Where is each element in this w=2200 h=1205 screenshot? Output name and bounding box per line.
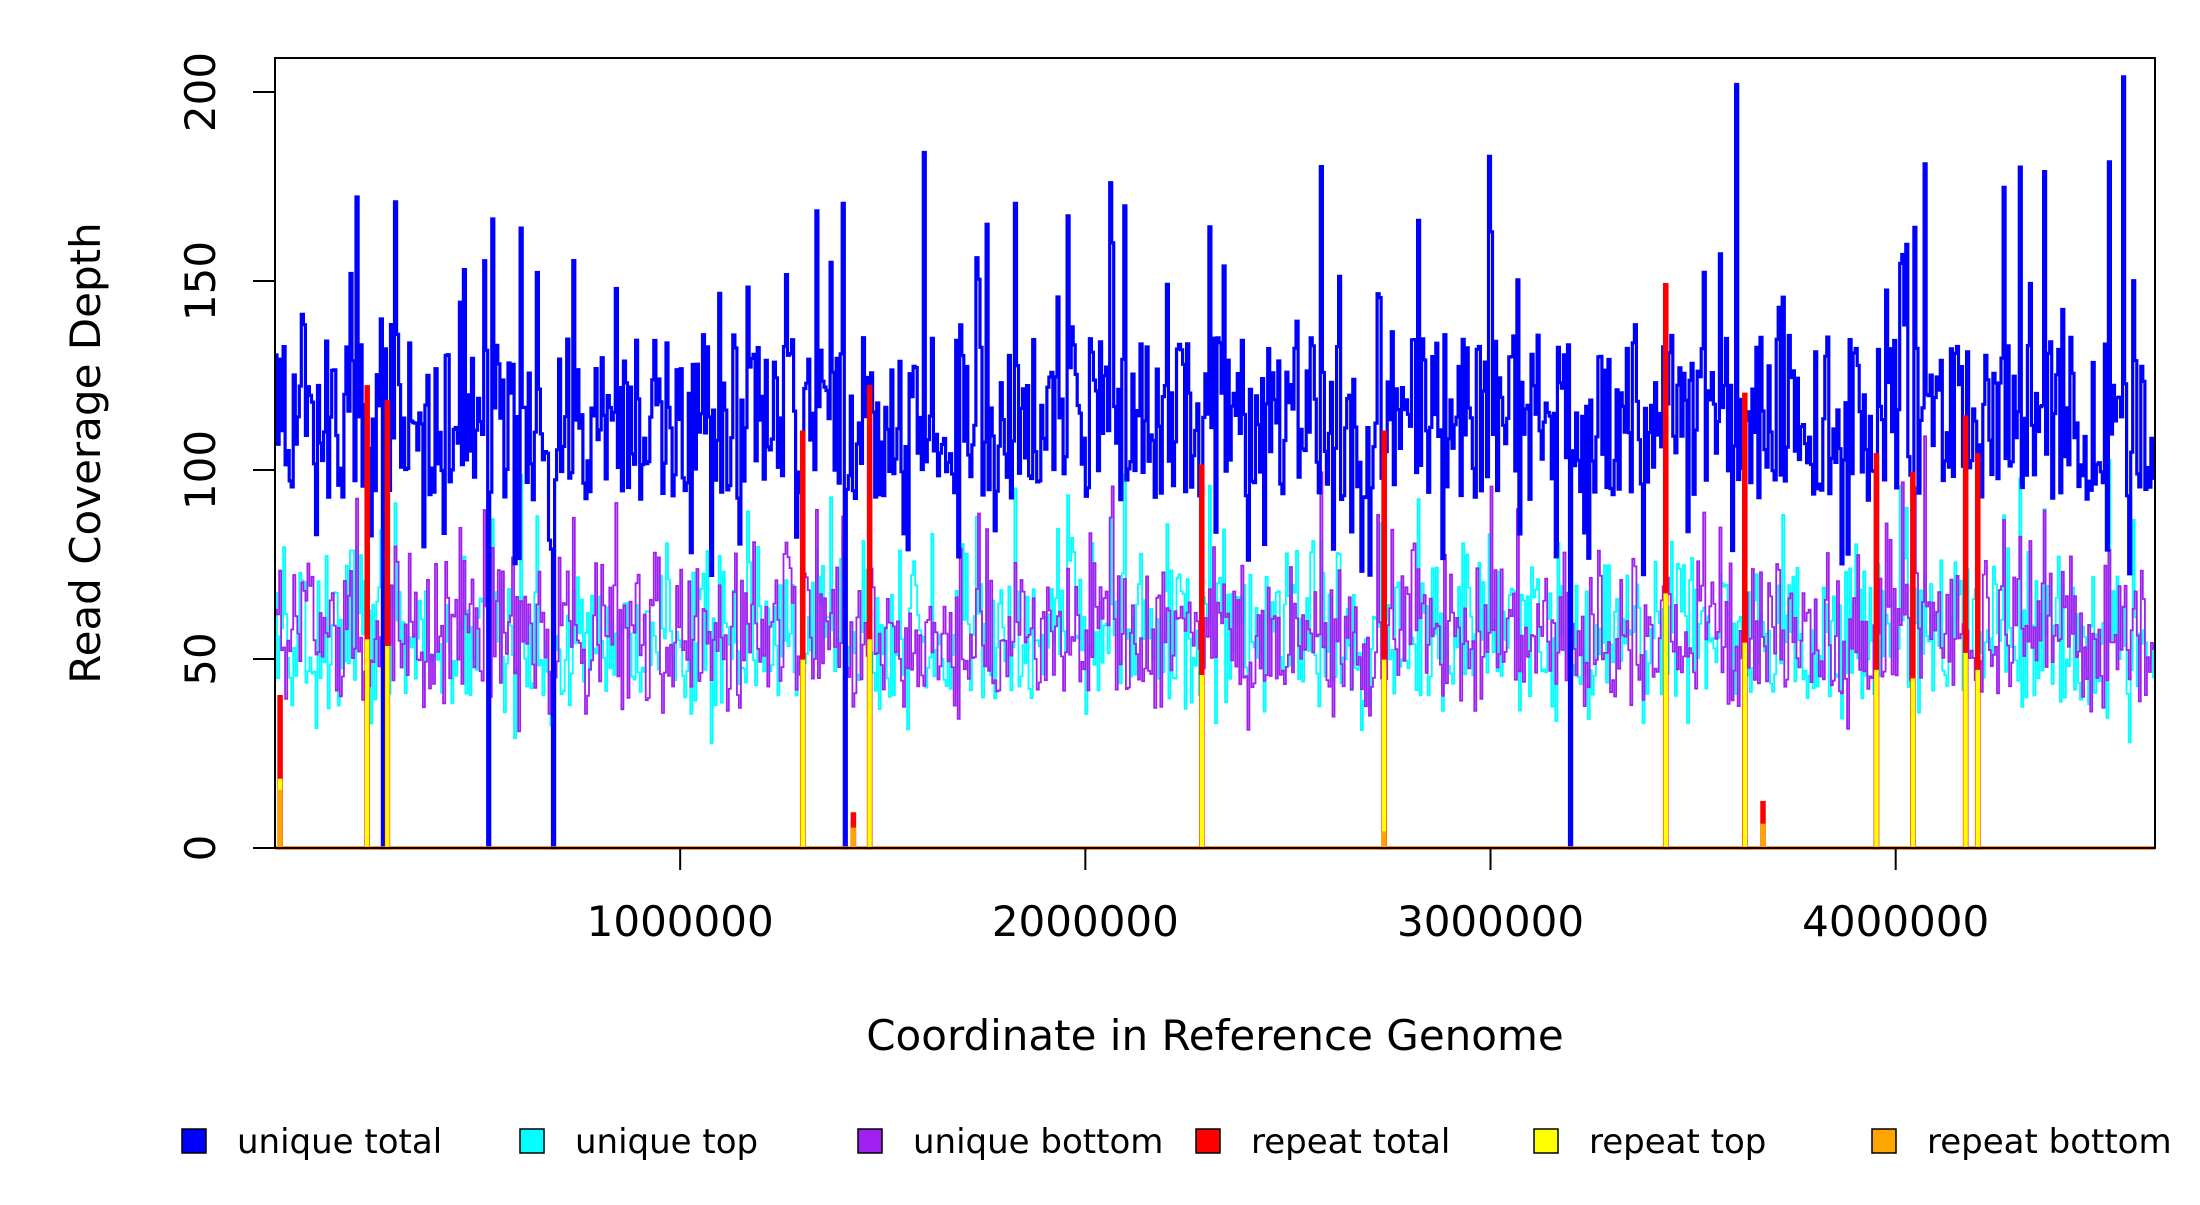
- y-tick-label: 0: [176, 835, 225, 862]
- series-line-repeat-bottom: [275, 789, 2155, 850]
- legend-item-unique-total: unique total: [181, 1122, 442, 1162]
- legend-item-unique-bottom: unique bottom: [857, 1122, 1163, 1162]
- legend-item-repeat-top: repeat top: [1533, 1122, 1766, 1162]
- x-axis: 1000000 2000000 3000000 4000000: [587, 848, 1989, 946]
- legend-item-repeat-total: repeat total: [1195, 1122, 1450, 1162]
- legend-item-repeat-bottom: repeat bottom: [1871, 1122, 2172, 1162]
- y-axis-title: Read Coverage Depth: [61, 222, 110, 683]
- x-tick-label: 3000000: [1397, 897, 1584, 946]
- legend-label: repeat total: [1251, 1122, 1450, 1162]
- x-axis-title: Coordinate in Reference Genome: [866, 1011, 1564, 1060]
- legend-item-unique-top: unique top: [519, 1122, 758, 1162]
- series-line-unique-top: [275, 459, 2155, 849]
- y-tick-label: 50: [176, 632, 225, 685]
- y-tick-label: 150: [176, 241, 225, 321]
- legend-swatch: [1195, 1128, 1221, 1154]
- x-tick-label: 1000000: [587, 897, 774, 946]
- legend-swatch: [1871, 1128, 1897, 1154]
- y-tick-label: 100: [176, 430, 225, 510]
- y-axis: 0 50 100 150 200: [176, 52, 276, 862]
- legend: unique total unique top unique bottom repea…: [181, 1122, 2172, 1162]
- legend-label: repeat bottom: [1927, 1122, 2172, 1162]
- legend-swatch: [1533, 1128, 1559, 1154]
- legend-label: unique top: [575, 1122, 758, 1162]
- series-layer: [275, 75, 2155, 850]
- x-tick-label: 4000000: [1802, 897, 1989, 946]
- legend-label: unique bottom: [913, 1122, 1163, 1162]
- legend-swatch: [857, 1128, 883, 1154]
- legend-swatch: [181, 1128, 207, 1154]
- series-line-unique-total: [275, 75, 2155, 850]
- legend-swatch: [519, 1128, 545, 1154]
- y-tick-label: 200: [176, 52, 225, 132]
- legend-label: unique total: [237, 1122, 442, 1162]
- series-line-unique-bottom: [275, 435, 2155, 849]
- legend-label: repeat top: [1589, 1122, 1766, 1162]
- x-tick-label: 2000000: [992, 897, 1179, 946]
